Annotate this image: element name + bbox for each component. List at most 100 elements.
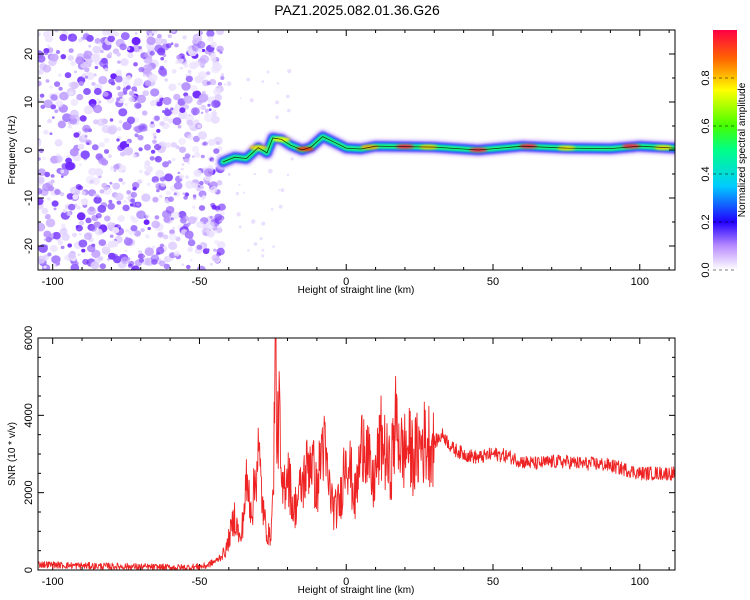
- noise-blob: [139, 169, 143, 174]
- noise-blob: [49, 132, 53, 135]
- noise-blob: [133, 62, 138, 67]
- noise-blob: [168, 233, 177, 241]
- noise-blob: [91, 177, 101, 185]
- noise-blob: [70, 98, 79, 106]
- noise-blob: [238, 225, 242, 229]
- noise-blob: [98, 230, 103, 235]
- noise-blob: [163, 216, 171, 223]
- noise-blob: [182, 215, 189, 222]
- noise-blob: [120, 93, 123, 96]
- noise-blob: [87, 207, 97, 216]
- colorbar-tick-label: 0.2: [700, 214, 712, 229]
- noise-blob: [163, 263, 170, 270]
- noise-blob: [93, 193, 96, 197]
- noise-blob: [109, 118, 114, 122]
- noise-blob: [116, 138, 120, 142]
- noise-blob: [176, 54, 182, 60]
- noise-blob: [203, 141, 208, 146]
- noise-blob: [55, 261, 61, 266]
- noise-blob: [147, 226, 151, 231]
- noise-blob: [196, 187, 201, 192]
- noise-blob: [211, 111, 218, 117]
- noise-blob: [121, 181, 126, 185]
- noise-blob: [207, 103, 211, 107]
- noise-blob: [151, 220, 160, 229]
- noise-blob: [93, 221, 101, 228]
- noise-blob: [95, 213, 102, 219]
- noise-blob: [97, 204, 107, 213]
- noise-blob: [164, 173, 174, 182]
- noise-blob: [42, 31, 50, 38]
- spectrogram-ridge: [214, 128, 675, 170]
- noise-blob: [113, 169, 117, 172]
- noise-blob: [172, 226, 176, 230]
- x-tick-label: 0: [343, 276, 349, 288]
- noise-blob: [67, 243, 73, 248]
- noise-blob: [69, 114, 76, 120]
- noise-blob: [194, 152, 201, 158]
- noise-blob: [158, 260, 166, 267]
- noise-blob: [130, 191, 138, 198]
- noise-blob: [98, 239, 107, 247]
- noise-blob: [140, 228, 145, 233]
- noise-blob: [38, 255, 46, 264]
- noise-blob: [95, 210, 99, 213]
- noise-blob: [138, 147, 143, 152]
- noise-blob: [131, 217, 139, 224]
- noise-blob: [78, 81, 84, 86]
- noise-blob: [72, 194, 79, 200]
- noise-blob: [118, 120, 123, 124]
- noise-blob: [178, 110, 188, 120]
- noise-blob: [103, 137, 110, 144]
- noise-blob: [286, 94, 290, 99]
- noise-blob: [167, 34, 172, 39]
- noise-blob: [123, 146, 134, 156]
- noise-blob: [159, 121, 165, 127]
- noise-blob: [160, 57, 165, 61]
- noise-blob: [107, 154, 113, 159]
- noise-blob: [57, 120, 66, 129]
- noise-blob: [213, 248, 217, 252]
- noise-blob: [223, 83, 226, 86]
- noise-blob: [126, 196, 130, 200]
- noise-blob: [275, 100, 279, 105]
- noise-blob: [197, 131, 208, 140]
- noise-blob: [188, 72, 192, 75]
- noise-blob: [184, 153, 191, 159]
- noise-blob: [67, 124, 73, 129]
- noise-blob: [126, 190, 131, 195]
- noise-blob: [72, 232, 77, 238]
- noise-blob: [181, 82, 191, 91]
- noise-blob: [243, 191, 246, 194]
- noise-blob: [127, 263, 133, 268]
- noise-blob: [150, 254, 160, 263]
- noise-blob: [67, 33, 78, 42]
- noise-blob: [49, 85, 53, 89]
- noise-blob: [87, 244, 96, 253]
- noise-blob: [61, 233, 70, 241]
- noise-blob: [209, 185, 218, 194]
- noise-blob: [38, 244, 48, 253]
- noise-blob: [83, 105, 94, 115]
- noise-blob: [213, 100, 221, 108]
- noise-blob: [247, 249, 250, 252]
- noise-blob: [165, 43, 172, 49]
- noise-blob: [77, 143, 85, 150]
- noise-blob: [116, 97, 121, 101]
- noise-blob: [99, 189, 105, 194]
- noise-blob: [45, 218, 56, 228]
- noise-blob: [123, 237, 133, 246]
- noise-blob: [182, 192, 186, 196]
- noise-blob: [59, 34, 68, 42]
- noise-blob: [62, 208, 67, 213]
- noise-blob: [181, 163, 185, 166]
- noise-blob: [144, 160, 151, 166]
- noise-blob: [267, 168, 273, 174]
- noise-blob: [58, 86, 63, 91]
- noise-blob: [88, 45, 92, 48]
- noise-blob: [213, 136, 223, 146]
- noise-blob: [54, 30, 59, 33]
- noise-blob: [122, 204, 130, 212]
- noise-blob: [94, 257, 102, 264]
- noise-blob: [70, 61, 76, 66]
